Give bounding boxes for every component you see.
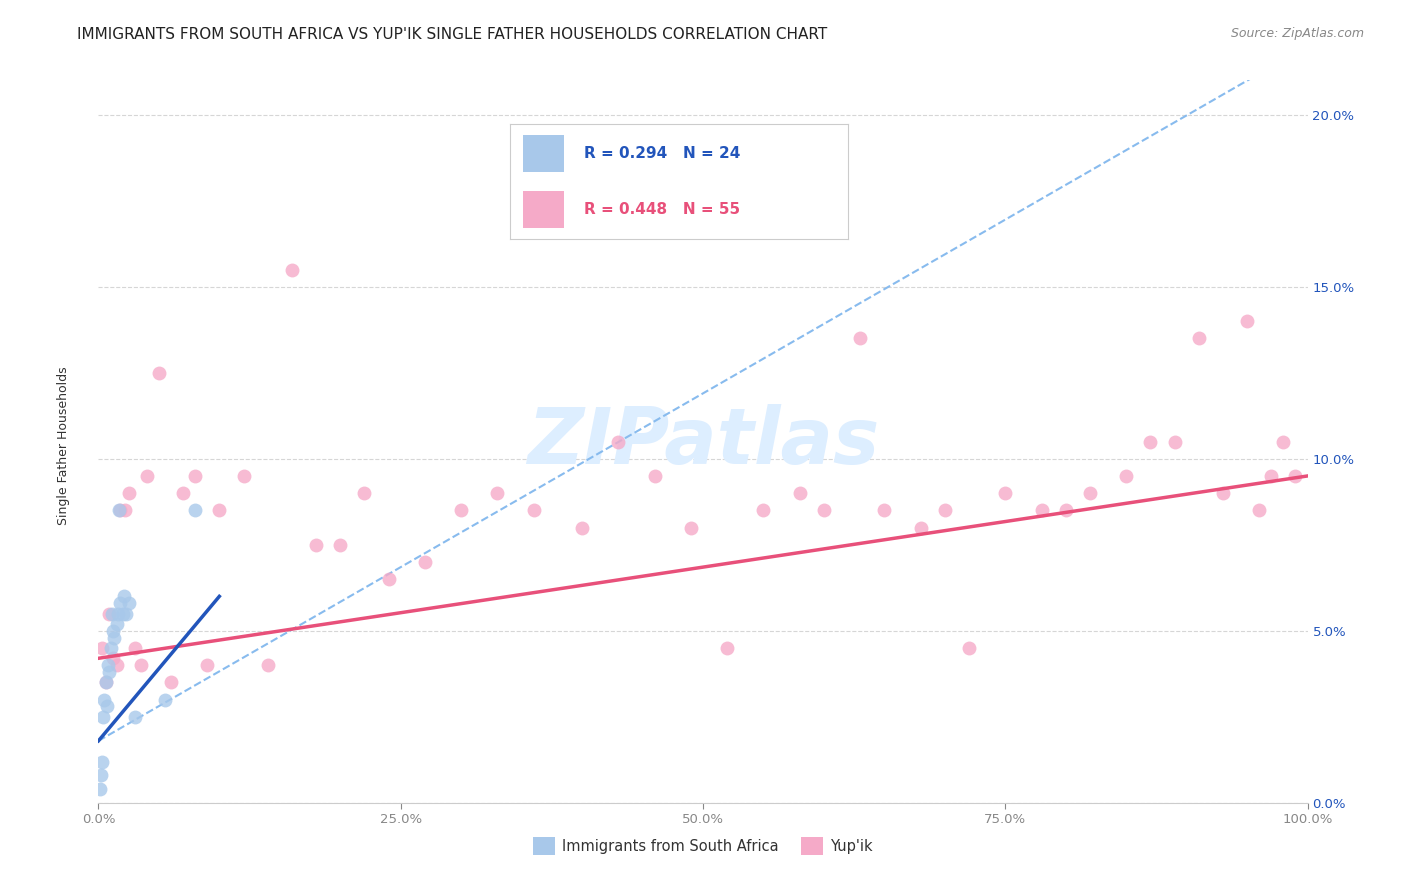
Point [184, 469, 207, 483]
Point [1078, 486, 1101, 500]
Point [100, 607, 122, 621]
Point [450, 503, 472, 517]
Point [957, 640, 980, 655]
Point [873, 503, 896, 517]
Text: IMMIGRANTS FROM SOUTH AFRICA VS YUP'IK SINGLE FATHER HOUSEHOLDS CORRELATION CHAR: IMMIGRANTS FROM SOUTH AFRICA VS YUP'IK S… [77, 27, 828, 42]
Point [135, 469, 157, 483]
Point [607, 434, 630, 449]
Point [108, 503, 131, 517]
Point [571, 520, 593, 534]
Point [1236, 314, 1258, 328]
Point [934, 503, 956, 517]
Point [98, 665, 121, 679]
Point [103, 631, 125, 645]
Point [91, 710, 114, 724]
Point [94, 675, 117, 690]
Point [153, 692, 176, 706]
Point [208, 503, 231, 517]
Point [1054, 503, 1077, 517]
Point [101, 651, 124, 665]
Point [1212, 486, 1234, 500]
Point [1188, 331, 1211, 345]
Point [1031, 503, 1053, 517]
Point [232, 469, 254, 483]
Legend: Immigrants from South Africa, Yup'ik: Immigrants from South Africa, Yup'ik [527, 831, 879, 861]
Point [195, 658, 218, 673]
Point [118, 596, 141, 610]
Point [129, 658, 152, 673]
Point [148, 366, 170, 380]
Point [1260, 469, 1282, 483]
Point [910, 520, 932, 534]
Point [413, 555, 436, 569]
Point [91, 640, 114, 655]
Point [523, 503, 546, 517]
Point [1163, 434, 1185, 449]
Point [105, 658, 128, 673]
Point [93, 692, 115, 706]
Point [256, 658, 278, 673]
Point [329, 538, 352, 552]
Point [114, 503, 136, 517]
Point [105, 616, 128, 631]
Point [107, 607, 129, 621]
Point [1284, 469, 1306, 483]
Point [108, 503, 131, 517]
Point [994, 486, 1017, 500]
Point [94, 675, 117, 690]
Point [112, 590, 135, 604]
Point [1272, 434, 1295, 449]
Point [752, 503, 775, 517]
Point [98, 607, 121, 621]
Point [111, 607, 134, 621]
Point [353, 486, 375, 500]
Point [97, 658, 120, 673]
Point [89, 782, 111, 797]
Point [1249, 503, 1271, 517]
Point [716, 640, 738, 655]
Point [486, 486, 509, 500]
Text: Source: ZipAtlas.com: Source: ZipAtlas.com [1230, 27, 1364, 40]
Point [679, 520, 702, 534]
Point [281, 262, 304, 277]
Point [305, 538, 328, 552]
Point [644, 469, 666, 483]
Point [100, 640, 122, 655]
Text: Single Father Households: Single Father Households [56, 367, 70, 525]
Point [160, 675, 183, 690]
Point [90, 768, 112, 782]
Point [91, 755, 114, 769]
Point [789, 486, 811, 500]
Point [172, 486, 194, 500]
Point [849, 331, 872, 345]
Point [1139, 434, 1161, 449]
Point [1115, 469, 1137, 483]
Point [377, 572, 399, 586]
Point [101, 624, 124, 638]
Point [124, 710, 146, 724]
Point [96, 699, 118, 714]
Point [118, 486, 141, 500]
Point [108, 596, 131, 610]
Point [813, 503, 835, 517]
Point [115, 607, 138, 621]
Point [124, 640, 146, 655]
Point [184, 503, 207, 517]
Text: ZIPatlas: ZIPatlas [527, 403, 879, 480]
